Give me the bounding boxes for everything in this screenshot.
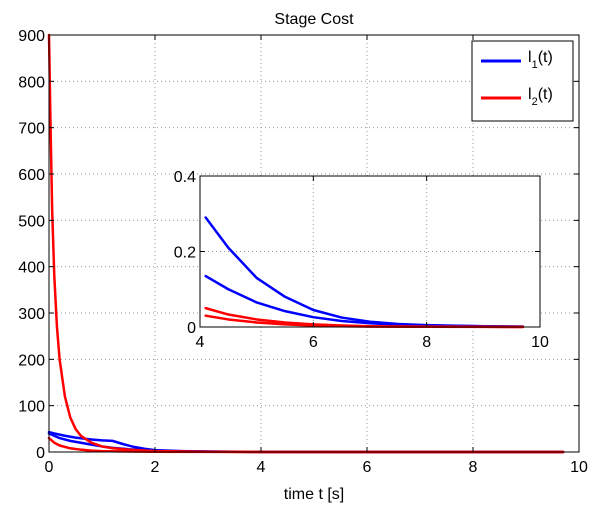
y-tick-label: 700: [18, 121, 45, 138]
legend-entry-label: l2(t): [528, 86, 553, 108]
y-tick-label: 600: [18, 167, 45, 184]
y-tick-label: 0.2: [174, 245, 196, 262]
legend-box: [471, 40, 574, 122]
y-tick-label: 0.4: [174, 169, 196, 186]
y-tick-label: 100: [18, 399, 45, 416]
y-tick-label: 0: [187, 320, 196, 337]
y-tick-label: 500: [18, 213, 45, 230]
legend-entry-label: l1(t): [528, 49, 553, 71]
axes-frame: [48, 34, 580, 453]
x-tick-label: 0: [45, 459, 54, 476]
x-tick-label: 4: [196, 334, 205, 351]
x-tick-label: 8: [422, 334, 431, 351]
x-tick-label: 6: [363, 459, 372, 476]
y-tick-label: 0: [36, 445, 45, 462]
legend: l1(t) l2(t): [471, 40, 574, 122]
x-axis-label: time t [s]: [284, 486, 344, 503]
y-tick-label: 200: [18, 352, 45, 369]
x-tick-label: 6: [309, 334, 318, 351]
y-tick-label: 800: [18, 74, 45, 91]
x-tick-label: 2: [151, 459, 160, 476]
y-tick-label: 900: [18, 28, 45, 45]
x-tick-label: 10: [531, 334, 549, 351]
y-tick-label: 400: [18, 260, 45, 277]
inset-chart: 4 6 8 10 0 0.2 0.4: [174, 169, 549, 351]
y-tick-label: 300: [18, 306, 45, 323]
x-tick-label: 4: [257, 459, 266, 476]
chart-title: Stage Cost: [274, 11, 354, 28]
x-tick-label: 10: [570, 459, 588, 476]
x-tick-label: 8: [469, 459, 478, 476]
